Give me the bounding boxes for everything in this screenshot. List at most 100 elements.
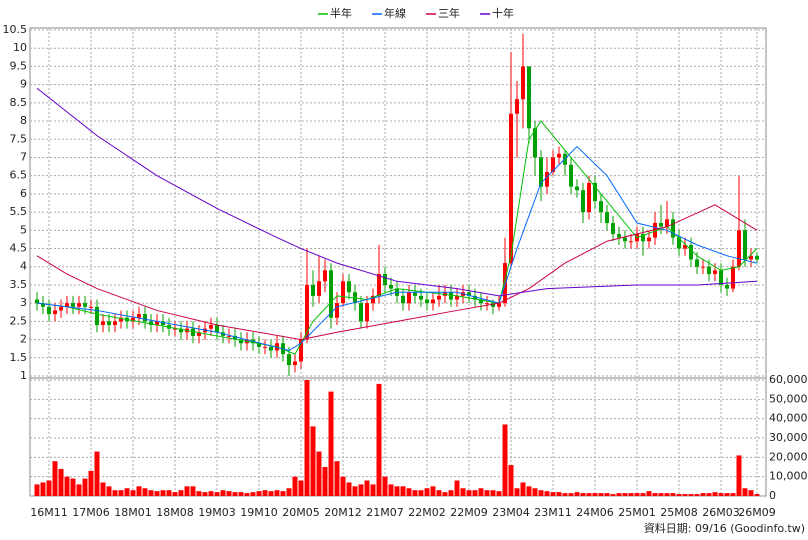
volume-bar bbox=[640, 493, 646, 496]
candle-body bbox=[455, 295, 459, 300]
y-tick-label: 9 bbox=[20, 78, 27, 91]
candle-body bbox=[71, 303, 75, 307]
ma-line bbox=[36, 87, 758, 297]
volume-bar bbox=[310, 426, 316, 496]
volume-bar bbox=[358, 484, 364, 496]
candle-body bbox=[413, 292, 417, 296]
y-tick-label: 3.5 bbox=[10, 278, 28, 291]
volume-bar bbox=[454, 480, 460, 496]
candle-body bbox=[497, 303, 501, 307]
candle-body bbox=[299, 339, 303, 362]
volume-bar bbox=[316, 451, 322, 496]
volume-bar bbox=[622, 493, 628, 496]
volume-bar bbox=[196, 491, 202, 496]
candle-body bbox=[641, 233, 645, 242]
y-tick-label: 1.5 bbox=[10, 351, 28, 364]
volume-bar bbox=[154, 491, 160, 496]
candle-body bbox=[449, 292, 453, 300]
volume-bar bbox=[178, 490, 184, 496]
volume-bar bbox=[262, 490, 268, 496]
candle-body bbox=[179, 328, 183, 333]
y-tick-label: 9.5 bbox=[10, 59, 28, 72]
candle-body bbox=[329, 270, 333, 318]
volume-bar bbox=[232, 492, 238, 496]
volume-bar bbox=[502, 424, 508, 496]
volume-bar bbox=[580, 493, 586, 496]
candle-body bbox=[311, 284, 315, 296]
volume-bar bbox=[388, 484, 394, 496]
y-tick-label: 6.5 bbox=[10, 169, 28, 182]
volume-bar bbox=[604, 493, 610, 496]
candle-body bbox=[143, 314, 147, 322]
y2-tick-label: 60,000 bbox=[769, 373, 808, 386]
volume-bar bbox=[382, 476, 388, 496]
candle-body bbox=[587, 182, 591, 213]
volume-bar bbox=[736, 455, 742, 496]
candle-body bbox=[65, 303, 69, 307]
volume-bar bbox=[550, 492, 556, 496]
volume-bar bbox=[574, 492, 580, 496]
y-tick-label: 3 bbox=[20, 296, 27, 309]
candle-body bbox=[437, 295, 441, 300]
candle-body bbox=[533, 128, 537, 158]
candle-body bbox=[47, 306, 51, 315]
candle-body bbox=[425, 299, 429, 304]
candle-body bbox=[527, 66, 531, 129]
candle-body bbox=[509, 113, 513, 264]
candle-body bbox=[77, 303, 81, 307]
volume-bar bbox=[40, 482, 46, 496]
x-tick-label: 19M10 bbox=[240, 506, 278, 519]
candle-body bbox=[731, 266, 735, 289]
y-tick-label: 8 bbox=[20, 114, 27, 127]
candle-body bbox=[659, 223, 663, 227]
volume-bar bbox=[700, 493, 706, 496]
candle-body bbox=[119, 317, 123, 322]
y-tick-label: 8.5 bbox=[10, 96, 28, 109]
x-tick-label: 18M01 bbox=[114, 506, 152, 519]
candle-body bbox=[317, 281, 321, 296]
volume-bar bbox=[718, 493, 724, 496]
candle-body bbox=[371, 295, 375, 304]
candle-body bbox=[755, 255, 759, 260]
candle-body bbox=[479, 299, 483, 304]
candle-body bbox=[515, 99, 519, 114]
candle-body bbox=[719, 270, 723, 285]
candle-body bbox=[569, 164, 573, 187]
ma-line bbox=[36, 204, 758, 341]
volume-bar bbox=[280, 491, 286, 496]
candle-body bbox=[35, 299, 39, 304]
volume-bar bbox=[124, 488, 130, 496]
volume-bar bbox=[82, 478, 88, 496]
volume-bar bbox=[412, 490, 418, 496]
volume-bar bbox=[88, 470, 94, 496]
candle-body bbox=[713, 270, 717, 275]
y-tick-label: 7.5 bbox=[10, 132, 28, 145]
y-tick-label: 4.5 bbox=[10, 242, 28, 255]
x-tick-label: 19M03 bbox=[198, 506, 236, 519]
volume-bar bbox=[364, 480, 370, 496]
volume-bar bbox=[472, 490, 478, 496]
volume-bar bbox=[46, 480, 52, 496]
y-tick-label: 10.5 bbox=[3, 23, 28, 36]
candle-body bbox=[137, 314, 141, 318]
volume-bar bbox=[556, 492, 562, 496]
volume-bar bbox=[334, 461, 340, 496]
volume-bar bbox=[646, 491, 652, 496]
y-tick-label: 10 bbox=[13, 41, 27, 54]
candle-body bbox=[551, 157, 555, 173]
volume-bar bbox=[130, 490, 136, 496]
candle-body bbox=[737, 230, 741, 267]
candle-body bbox=[599, 201, 603, 213]
volume-bar bbox=[118, 490, 124, 496]
candle-body bbox=[695, 259, 699, 267]
candle-body bbox=[683, 244, 687, 249]
candle-body bbox=[305, 284, 309, 340]
candle-body bbox=[677, 237, 681, 249]
candle-body bbox=[665, 219, 669, 227]
volume-bar bbox=[586, 493, 592, 496]
candle-body bbox=[293, 361, 297, 366]
candle-body bbox=[191, 328, 195, 336]
volume-bar bbox=[142, 488, 148, 496]
volume-bar bbox=[250, 492, 256, 496]
volume-bar bbox=[244, 493, 250, 496]
